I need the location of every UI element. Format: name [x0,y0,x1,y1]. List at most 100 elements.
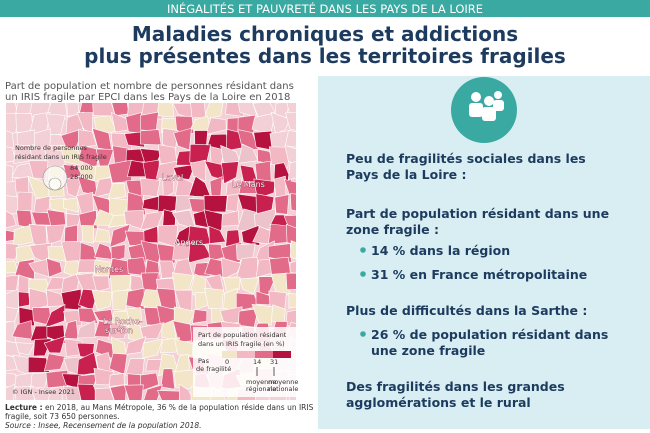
map-area [92,275,110,293]
map-area [285,223,296,245]
map-area [192,309,208,324]
map-area [284,130,296,148]
map-area [190,159,207,182]
map-area [30,372,50,389]
map-area [143,225,159,244]
map-area [45,113,66,136]
map-area [143,384,163,400]
source: Source : Insee, Recensement de la popula… [5,421,202,429]
bullet-text: 26 % de population résidant dans [371,327,608,342]
bubble-legend [48,177,62,191]
bullet-text: une zone fragile [371,343,485,358]
map-area [283,178,296,195]
map-area [125,336,147,355]
map-area [34,128,52,149]
map-area [6,288,19,312]
heading: agglomérations et le rural [346,395,531,410]
color-legend-box [193,327,296,397]
map-area [160,368,176,390]
legend-swatch [222,351,237,358]
map-area [27,175,52,199]
map-area [124,131,146,148]
bullet-text: 14 % dans la région [371,243,510,258]
map-area [6,383,16,400]
reading-label: Lecture : [5,403,43,412]
bubble-legend-title: résidant dans un IRIS fragile [15,153,107,161]
map-area [43,353,66,372]
map-area [107,182,127,200]
map-area [203,209,226,232]
people-icon [469,91,504,121]
bullet-text: 31 % en France métropolitaine [371,267,587,282]
map-area [173,127,192,151]
map-area [126,307,142,324]
map-area [47,246,66,262]
map-area [76,320,96,339]
bubble-size: 28 000 [70,173,93,181]
map-area [289,240,296,260]
map-area [46,209,66,228]
map-area [284,144,296,166]
map-area [77,383,100,400]
map-area [60,127,85,152]
map-area [288,292,296,309]
map-area [208,225,227,244]
map-area [140,177,161,197]
legend-note: régionale [246,385,276,393]
map-area [123,384,144,400]
legend-swatch [273,351,291,358]
map-area [140,111,159,132]
map-area [289,260,296,274]
map-area [6,210,17,229]
map-area [268,146,290,169]
map-area [274,194,290,215]
title: Maladies chroniques et addictions [132,22,518,46]
map-area [258,276,277,295]
map-area [142,338,164,359]
map-area [225,193,240,212]
reading-text: en 2018, au Mans Métropole, 36 % de la p… [43,403,314,412]
map [6,103,296,400]
map-area [172,103,196,120]
map-area [44,303,66,329]
map-area [15,342,35,356]
map-area [81,225,94,244]
map-area [142,159,160,183]
bullet [360,331,366,337]
heading: Part de population résidant dans une [346,206,609,221]
map-area [28,258,52,278]
map-area [15,243,36,264]
map-area [17,191,33,213]
reading-note: Lecture : en 2018, au Mans Métropole, 36… [5,403,314,412]
map-area [220,161,239,185]
map-area [270,111,290,135]
map-area [125,287,145,310]
map-area [43,335,66,354]
map-area [45,224,66,246]
legend-note: moyenne [268,378,298,386]
map-area [109,384,127,400]
heading: Peu de fragilités sociales dans les [346,151,586,166]
map-area [77,129,97,149]
bullet [360,271,366,277]
map-area [251,303,273,326]
map-area [156,103,175,118]
map-area [6,130,15,150]
city-label: Angers [175,238,203,247]
map-area [156,243,178,264]
map-area [109,372,125,387]
map-area [203,103,224,120]
heading: zone fragile : [346,222,439,237]
bubble-legend-title: Nombre de personnes [15,144,87,152]
map-area [65,175,84,198]
city-label: sur-Yon [105,326,133,335]
map-area [6,242,20,260]
city-label: Le Mans [232,180,265,189]
map-area [63,320,79,340]
map-area [94,228,111,243]
legend-swatch [237,351,255,358]
city-label: La Roche- [103,317,142,326]
map-caption: Part de population et nombre de personne… [5,80,294,92]
map-area [62,385,83,400]
